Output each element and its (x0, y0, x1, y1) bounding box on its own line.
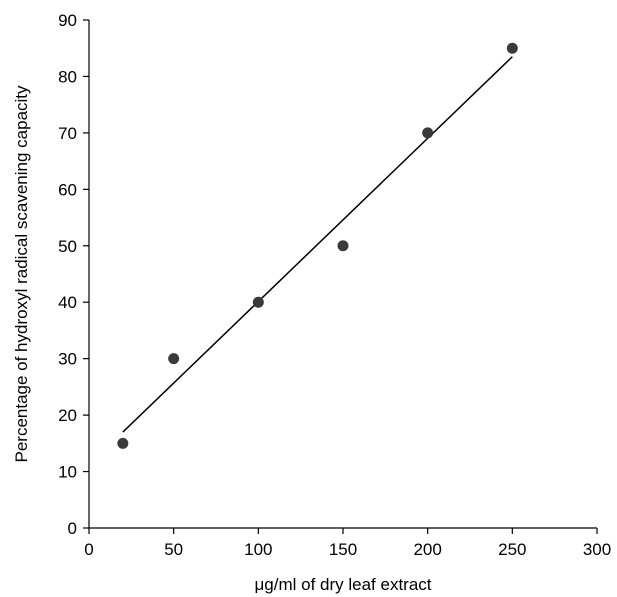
y-tick-label-50: 50 (58, 237, 77, 256)
data-point-4 (337, 240, 349, 252)
x-tick-label-250: 250 (498, 540, 526, 559)
axes (88, 20, 597, 529)
x-axis-title: μg/ml of dry leaf extract (254, 575, 431, 594)
y-tick-label-40: 40 (58, 293, 77, 312)
y-tick-label-60: 60 (58, 180, 77, 199)
y-tick-label-20: 20 (58, 406, 77, 425)
data-points (117, 42, 518, 449)
x-tick-label-200: 200 (413, 540, 441, 559)
x-tick-label-100: 100 (244, 540, 272, 559)
trend-line (122, 56, 513, 433)
data-point-6 (506, 42, 518, 54)
y-axis-title: Percentage of hydroxyl radical scavening… (12, 85, 31, 463)
x-tick-label-150: 150 (329, 540, 357, 559)
x-axis-ticks: 0 50 100 150 200 250 300 (84, 528, 611, 559)
y-tick-label-80: 80 (58, 67, 77, 86)
y-tick-label-90: 90 (58, 11, 77, 30)
data-point-5 (422, 127, 434, 139)
data-point-1 (117, 437, 129, 449)
y-tick-label-70: 70 (58, 124, 77, 143)
y-tick-label-0: 0 (68, 519, 77, 538)
y-tick-label-30: 30 (58, 350, 77, 369)
y-axis-ticks: 0 10 20 30 40 50 60 70 80 90 (58, 11, 89, 538)
x-tick-label-0: 0 (84, 540, 93, 559)
data-point-3 (252, 296, 264, 308)
x-tick-label-300: 300 (583, 540, 611, 559)
y-tick-label-10: 10 (58, 463, 77, 482)
x-tick-label-50: 50 (164, 540, 183, 559)
data-point-2 (168, 353, 180, 365)
